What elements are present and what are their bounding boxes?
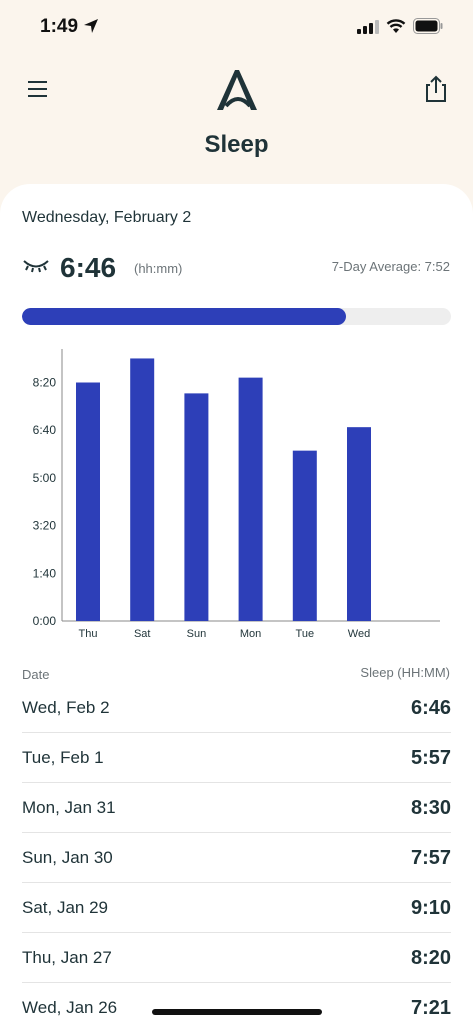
x-tick-label: Sat bbox=[134, 628, 151, 640]
status-time: 1:49 bbox=[40, 16, 79, 37]
history-row[interactable]: Thu, Jan 27 8:20 bbox=[22, 933, 451, 983]
table-header-date: Date bbox=[22, 667, 50, 682]
history-row-date: Mon, Jan 31 bbox=[22, 798, 116, 817]
history-row[interactable]: Wed, Jan 26 7:21 bbox=[22, 983, 451, 1024]
x-tick-label: Mon bbox=[240, 628, 261, 640]
y-tick-label: 3:20 bbox=[33, 519, 57, 533]
history-row[interactable]: Mon, Jan 31 8:30 bbox=[22, 783, 451, 833]
history-row-date: Sat, Jan 29 bbox=[22, 898, 109, 917]
x-tick-label: Tue bbox=[296, 628, 315, 640]
wifi-icon bbox=[386, 19, 406, 33]
share-button[interactable] bbox=[422, 74, 450, 104]
bar-wed[interactable] bbox=[347, 427, 371, 621]
table-header-sleep: Sleep (HH:MM) bbox=[360, 665, 450, 680]
page-title: Sleep bbox=[204, 131, 269, 158]
y-tick-label: 8:20 bbox=[33, 375, 57, 389]
history-row[interactable]: Sat, Jan 29 9:10 bbox=[22, 883, 451, 933]
x-tick-label: Thu bbox=[79, 628, 98, 640]
signal-icon bbox=[357, 20, 379, 34]
history-row-sleep: 9:10 bbox=[410, 897, 451, 919]
location-arrow-icon bbox=[84, 19, 98, 33]
y-tick-label: 6:40 bbox=[33, 423, 57, 437]
sleep-history-list: Wed, Feb 2 6:46 Tue, Feb 1 5:57 Mon, Jan… bbox=[22, 683, 451, 1024]
x-tick-label: Wed bbox=[348, 628, 370, 640]
history-row-sleep: 7:21 bbox=[410, 997, 451, 1019]
hamburger-menu-button[interactable] bbox=[24, 78, 52, 100]
closed-eye-icon bbox=[23, 260, 49, 273]
history-row-sleep: 6:46 bbox=[410, 697, 451, 719]
battery-icon bbox=[413, 18, 443, 34]
history-row[interactable]: Wed, Feb 2 6:46 bbox=[22, 683, 451, 733]
sleep-duration-unit: (hh:mm) bbox=[134, 261, 183, 276]
sleep-progress-bar bbox=[22, 308, 451, 325]
seven-day-average: 7-Day Average: 7:52 bbox=[331, 259, 450, 274]
history-row-sleep: 8:20 bbox=[410, 947, 451, 969]
sleep-duration-value: 6:46 bbox=[60, 252, 117, 283]
bar-tue[interactable] bbox=[292, 450, 317, 621]
y-tick-label: 1:40 bbox=[33, 566, 57, 580]
history-row-date: Thu, Jan 27 bbox=[22, 948, 112, 967]
y-tick-label: 5:00 bbox=[33, 471, 57, 485]
home-indicator[interactable] bbox=[152, 1009, 322, 1015]
history-row-date: Sun, Jan 30 bbox=[22, 848, 113, 867]
bar-thu[interactable] bbox=[76, 382, 100, 621]
bar-sat[interactable] bbox=[130, 358, 155, 621]
sleep-progress-fill bbox=[22, 308, 346, 325]
history-row-sleep: 8:30 bbox=[410, 797, 451, 819]
history-row[interactable]: Tue, Feb 1 5:57 bbox=[22, 733, 451, 783]
selected-date: Wednesday, February 2 bbox=[22, 209, 192, 226]
bar-mon[interactable] bbox=[238, 377, 263, 621]
y-tick-label: 0:00 bbox=[33, 614, 57, 628]
history-row-date: Wed, Feb 2 bbox=[22, 698, 110, 717]
history-row-sleep: 5:57 bbox=[410, 747, 451, 769]
history-row-date: Tue, Feb 1 bbox=[22, 748, 104, 767]
x-tick-label: Sun bbox=[187, 628, 207, 640]
history-row-date: Wed, Jan 26 bbox=[22, 998, 118, 1017]
sleep-bar-chart: 0:00 1:40 3:20 5:00 6:40 8:20 Thu Sat Sun Mon Tue W… bbox=[33, 349, 440, 640]
brand-logo-icon bbox=[217, 70, 257, 110]
history-row[interactable]: Sun, Jan 30 7:57 bbox=[22, 833, 451, 883]
status-bar: 1:49 bbox=[0, 0, 473, 54]
bar-sun[interactable] bbox=[184, 393, 209, 621]
history-row-sleep: 7:57 bbox=[410, 847, 451, 869]
